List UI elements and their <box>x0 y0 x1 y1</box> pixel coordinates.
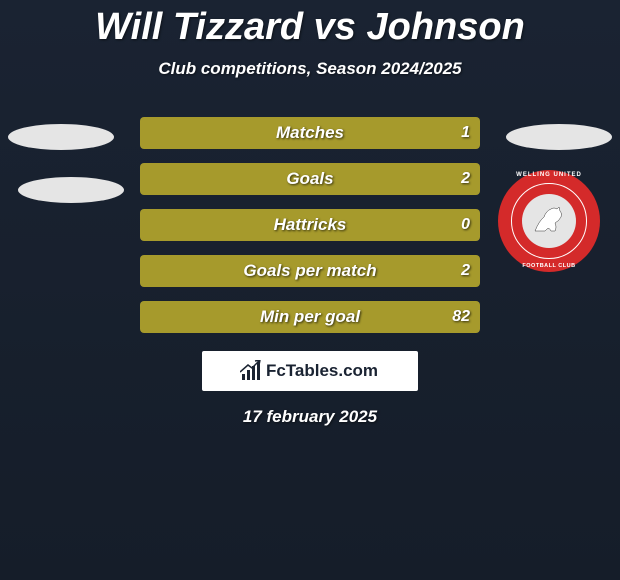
stat-label: Min per goal <box>260 307 360 327</box>
stat-value-right: 2 <box>461 170 470 188</box>
page-subtitle: Club competitions, Season 2024/2025 <box>0 49 620 79</box>
stat-value-right: 2 <box>461 262 470 280</box>
stat-row-min-per-goal: 82 Min per goal <box>140 301 480 333</box>
date-text: 17 february 2025 <box>0 407 620 427</box>
stat-value-right: 0 <box>461 216 470 234</box>
stat-row-goals: 2 Goals <box>140 163 480 195</box>
stat-row-hattricks: 0 Hattricks <box>140 209 480 241</box>
attribution-text: FcTables.com <box>266 361 378 381</box>
fctables-icon <box>242 362 260 380</box>
attribution-logo: FcTables.com <box>202 351 418 391</box>
stat-row-goals-per-match: 2 Goals per match <box>140 255 480 287</box>
stat-value-right: 1 <box>461 124 470 142</box>
stat-label: Hattricks <box>274 215 347 235</box>
stats-comparison: 1 Matches 2 Goals 0 Hattricks 2 Goals pe… <box>0 117 620 337</box>
stat-label: Goals per match <box>243 261 376 281</box>
stat-value-right: 82 <box>452 308 470 326</box>
stat-label: Goals <box>286 169 333 189</box>
stat-row-matches: 1 Matches <box>140 117 480 149</box>
page-title: Will Tizzard vs Johnson <box>0 0 620 49</box>
stat-label: Matches <box>276 123 344 143</box>
